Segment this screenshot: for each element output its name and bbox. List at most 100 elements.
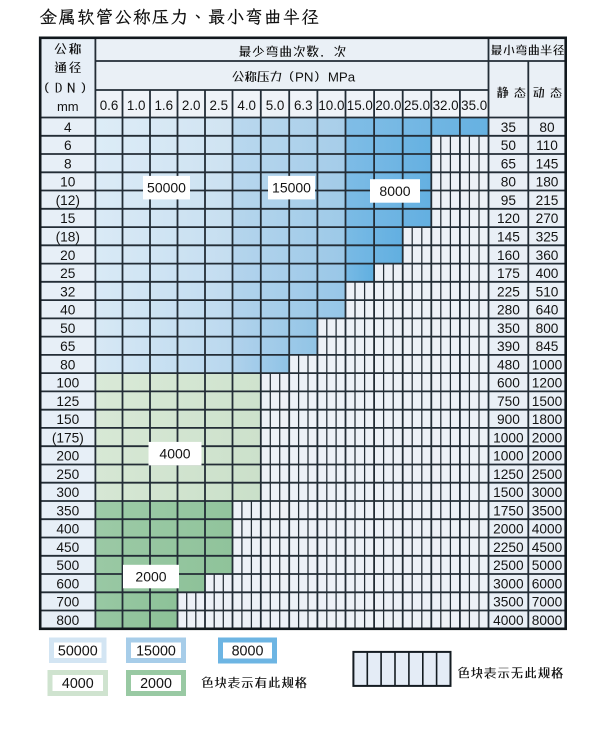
svg-text:600: 600 xyxy=(497,376,520,391)
svg-text:5000: 5000 xyxy=(532,558,563,573)
svg-text:100: 100 xyxy=(56,376,79,391)
svg-text:6: 6 xyxy=(64,138,72,153)
svg-text:225: 225 xyxy=(497,284,520,299)
svg-text:120: 120 xyxy=(497,211,520,226)
svg-text:8000: 8000 xyxy=(232,644,264,660)
svg-text:360: 360 xyxy=(536,248,559,263)
svg-text:2500: 2500 xyxy=(493,558,524,573)
svg-text:2000: 2000 xyxy=(135,569,166,585)
svg-text:480: 480 xyxy=(497,357,520,372)
svg-text:2000: 2000 xyxy=(532,449,563,464)
svg-text:450: 450 xyxy=(56,540,79,555)
svg-text:95: 95 xyxy=(501,193,517,208)
svg-text:700: 700 xyxy=(56,595,79,610)
svg-text:20: 20 xyxy=(60,248,76,263)
svg-text:4500: 4500 xyxy=(532,540,563,555)
svg-text:(175): (175) xyxy=(52,430,84,445)
svg-text:1000: 1000 xyxy=(532,357,563,372)
svg-text:280: 280 xyxy=(497,303,520,318)
svg-text:300: 300 xyxy=(56,485,79,500)
svg-text:32: 32 xyxy=(60,284,75,299)
svg-text:3000: 3000 xyxy=(532,485,563,500)
svg-text:5.0: 5.0 xyxy=(266,98,285,113)
svg-text:40: 40 xyxy=(60,303,76,318)
svg-text:50: 50 xyxy=(501,138,517,153)
svg-text:65: 65 xyxy=(501,157,517,172)
svg-text:4000: 4000 xyxy=(62,676,94,692)
svg-text:50: 50 xyxy=(60,321,76,336)
svg-text:350: 350 xyxy=(56,503,79,518)
svg-text:10.0: 10.0 xyxy=(318,98,344,113)
svg-text:6.3: 6.3 xyxy=(294,98,313,113)
svg-text:80: 80 xyxy=(539,120,555,135)
svg-text:1200: 1200 xyxy=(532,376,563,391)
svg-text:800: 800 xyxy=(536,321,559,336)
svg-text:1500: 1500 xyxy=(493,485,524,500)
svg-text:PN: PN xyxy=(295,69,313,84)
svg-text:35.0: 35.0 xyxy=(461,98,487,113)
svg-text:15: 15 xyxy=(60,211,76,226)
svg-text:6000: 6000 xyxy=(532,576,563,591)
svg-text:1.0: 1.0 xyxy=(127,98,146,113)
svg-text:845: 845 xyxy=(536,339,559,354)
svg-text:400: 400 xyxy=(536,266,559,281)
svg-text:2.5: 2.5 xyxy=(209,98,228,113)
svg-text:8000: 8000 xyxy=(379,183,410,199)
svg-text:7000: 7000 xyxy=(532,595,563,610)
svg-text:15.0: 15.0 xyxy=(347,98,373,113)
svg-text:600: 600 xyxy=(56,576,79,591)
svg-text:400: 400 xyxy=(56,522,79,537)
svg-text:2250: 2250 xyxy=(493,540,524,555)
svg-text:390: 390 xyxy=(497,339,520,354)
svg-text:800: 800 xyxy=(56,613,79,628)
svg-text:20.0: 20.0 xyxy=(375,98,401,113)
svg-text:1750: 1750 xyxy=(493,503,524,518)
svg-text:510: 510 xyxy=(536,284,559,299)
svg-text:1.6: 1.6 xyxy=(154,98,173,113)
svg-text:150: 150 xyxy=(56,412,79,427)
svg-text:1800: 1800 xyxy=(532,412,563,427)
svg-text:1000: 1000 xyxy=(493,430,524,445)
svg-text:2000: 2000 xyxy=(532,430,563,445)
svg-text:4000: 4000 xyxy=(532,522,563,537)
svg-text:1250: 1250 xyxy=(493,467,524,482)
svg-text:325: 325 xyxy=(536,230,559,245)
svg-text:10: 10 xyxy=(60,175,76,190)
svg-text:32.0: 32.0 xyxy=(433,98,459,113)
svg-text:2000: 2000 xyxy=(493,522,524,537)
svg-text:750: 750 xyxy=(497,394,520,409)
svg-text:50000: 50000 xyxy=(58,643,98,659)
svg-text:4000: 4000 xyxy=(159,446,190,462)
svg-text:25.0: 25.0 xyxy=(404,98,430,113)
svg-text:215: 215 xyxy=(536,193,559,208)
svg-text:500: 500 xyxy=(56,558,79,573)
svg-text:mm: mm xyxy=(57,99,79,114)
svg-text:4: 4 xyxy=(64,120,72,135)
svg-text:180: 180 xyxy=(536,175,559,190)
svg-text:145: 145 xyxy=(536,157,559,172)
svg-text:110: 110 xyxy=(536,138,558,153)
svg-text:900: 900 xyxy=(497,412,520,427)
svg-text:1000: 1000 xyxy=(493,449,524,464)
svg-text:2500: 2500 xyxy=(532,467,563,482)
svg-text:15000: 15000 xyxy=(272,180,311,196)
svg-text:8: 8 xyxy=(64,157,72,172)
svg-text:0.6: 0.6 xyxy=(100,98,119,113)
svg-text:175: 175 xyxy=(497,266,520,281)
svg-text:2.0: 2.0 xyxy=(182,98,201,113)
svg-text:125: 125 xyxy=(56,394,79,409)
svg-text:200: 200 xyxy=(56,449,79,464)
svg-text:145: 145 xyxy=(497,230,520,245)
svg-text:270: 270 xyxy=(536,211,559,226)
svg-text:(12): (12) xyxy=(56,193,80,208)
svg-text:(18): (18) xyxy=(56,230,80,245)
svg-text:250: 250 xyxy=(56,467,79,482)
svg-text:640: 640 xyxy=(536,303,559,318)
svg-text:4000: 4000 xyxy=(493,613,524,628)
svg-text:3500: 3500 xyxy=(532,503,563,518)
svg-text:15000: 15000 xyxy=(136,643,176,659)
svg-text:3000: 3000 xyxy=(493,576,524,591)
svg-text:35: 35 xyxy=(501,120,517,135)
svg-text:50000: 50000 xyxy=(147,180,186,196)
svg-text:65: 65 xyxy=(60,339,76,354)
